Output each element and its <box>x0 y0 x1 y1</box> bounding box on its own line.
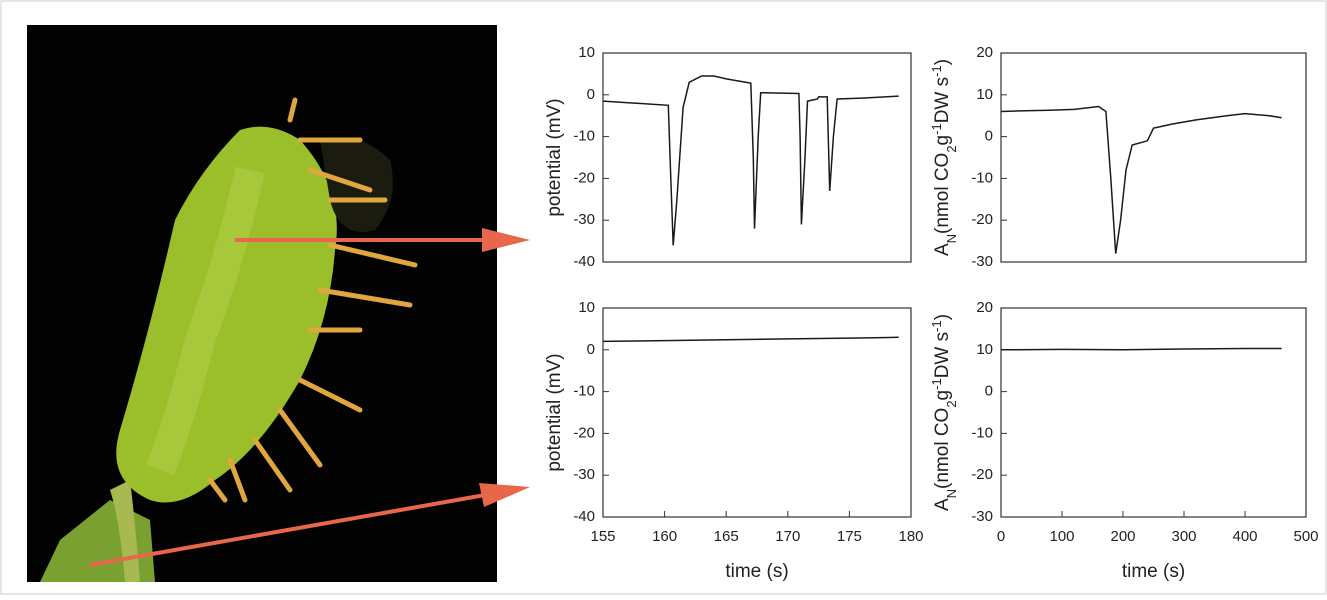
x-tick-label: 300 <box>1171 528 1196 545</box>
y-axis-label-part: 2 <box>944 145 959 152</box>
x-tick-label: 400 <box>1232 528 1257 545</box>
y-axis-label-part: -1 <box>929 65 944 77</box>
x-tick-label: 170 <box>775 528 800 545</box>
y-axis-label-part: ) <box>932 59 953 65</box>
y-tick-label: -10 <box>573 128 595 145</box>
y-axis-label-part: g <box>932 390 953 401</box>
y-axis-label-part: g <box>932 135 953 146</box>
y-tick-label: 0 <box>587 341 595 358</box>
y-axis-label: potential (mV) <box>544 353 565 471</box>
data-line <box>1000 347 1282 351</box>
data-line <box>602 75 899 246</box>
y-tick-label: -40 <box>573 508 595 525</box>
y-tick-label: 0 <box>985 128 993 145</box>
y-tick-label: 0 <box>985 383 993 400</box>
plot-frame <box>602 307 912 518</box>
y-tick-label: 10 <box>578 44 595 61</box>
y-tick-label: -20 <box>573 424 595 441</box>
y-axis-label-part: potential (mV) <box>544 98 565 216</box>
y-axis-label: potential (mV) <box>544 98 565 216</box>
y-tick-label: -30 <box>971 508 993 525</box>
data-line <box>1000 105 1282 254</box>
y-tick-label: -20 <box>971 211 993 228</box>
x-tick-label: 200 <box>1110 528 1135 545</box>
photo <box>27 25 530 582</box>
x-tick-label: 100 <box>1049 528 1074 545</box>
y-tick-label: -10 <box>971 169 993 186</box>
y-tick-label: 10 <box>578 299 595 316</box>
y-tick-label: 10 <box>976 86 993 103</box>
y-tick-label: -20 <box>573 169 595 186</box>
y-axis-label-part: DW s <box>932 332 953 378</box>
y-axis-label-part: DW s <box>932 77 953 123</box>
y-axis-label-part: 2 <box>944 400 959 407</box>
y-axis-label-part: ) <box>932 314 953 320</box>
y-axis-label-part: -1 <box>929 378 944 390</box>
y-axis-label-part: N <box>944 234 959 243</box>
y-axis-label-part: -1 <box>929 123 944 135</box>
x-tick-label: 165 <box>714 528 739 545</box>
plot-frame <box>1000 52 1307 263</box>
y-axis-label-part: -1 <box>929 320 944 332</box>
plot-frame <box>602 52 912 263</box>
y-tick-label: 20 <box>976 44 993 61</box>
y-axis-label-part: A <box>932 498 953 511</box>
x-tick-label: 160 <box>652 528 677 545</box>
y-tick-label: -10 <box>573 383 595 400</box>
x-tick-label: 0 <box>997 528 1005 545</box>
x-tick-label: 500 <box>1293 528 1318 545</box>
y-tick-label: -20 <box>971 466 993 483</box>
y-axis-label-part: N <box>944 489 959 498</box>
y-axis-label-part: A <box>932 243 953 256</box>
y-tick-label: 10 <box>976 341 993 358</box>
y-axis-label: AN(nmol CO2g-1DW s-1) <box>929 59 959 256</box>
data-line <box>602 336 899 343</box>
y-tick-label: 20 <box>976 299 993 316</box>
y-tick-label: -40 <box>573 253 595 270</box>
x-tick-label: 155 <box>590 528 615 545</box>
y-axis-label-part: potential (mV) <box>544 353 565 471</box>
y-tick-label: -30 <box>573 466 595 483</box>
x-axis-label: time (s) <box>725 561 788 582</box>
y-tick-label: -30 <box>971 253 993 270</box>
x-axis-label: time (s) <box>1122 561 1185 582</box>
x-tick-label: 175 <box>837 528 862 545</box>
y-axis-label: AN(nmol CO2g-1DW s-1) <box>929 314 959 511</box>
y-axis-label-part: (nmol CO <box>932 408 953 489</box>
y-tick-label: -10 <box>971 424 993 441</box>
y-tick-label: -30 <box>573 211 595 228</box>
y-tick-label: 0 <box>587 86 595 103</box>
y-axis-label-part: (nmol CO <box>932 153 953 234</box>
plot-frame <box>1000 307 1307 518</box>
x-tick-label: 180 <box>898 528 923 545</box>
